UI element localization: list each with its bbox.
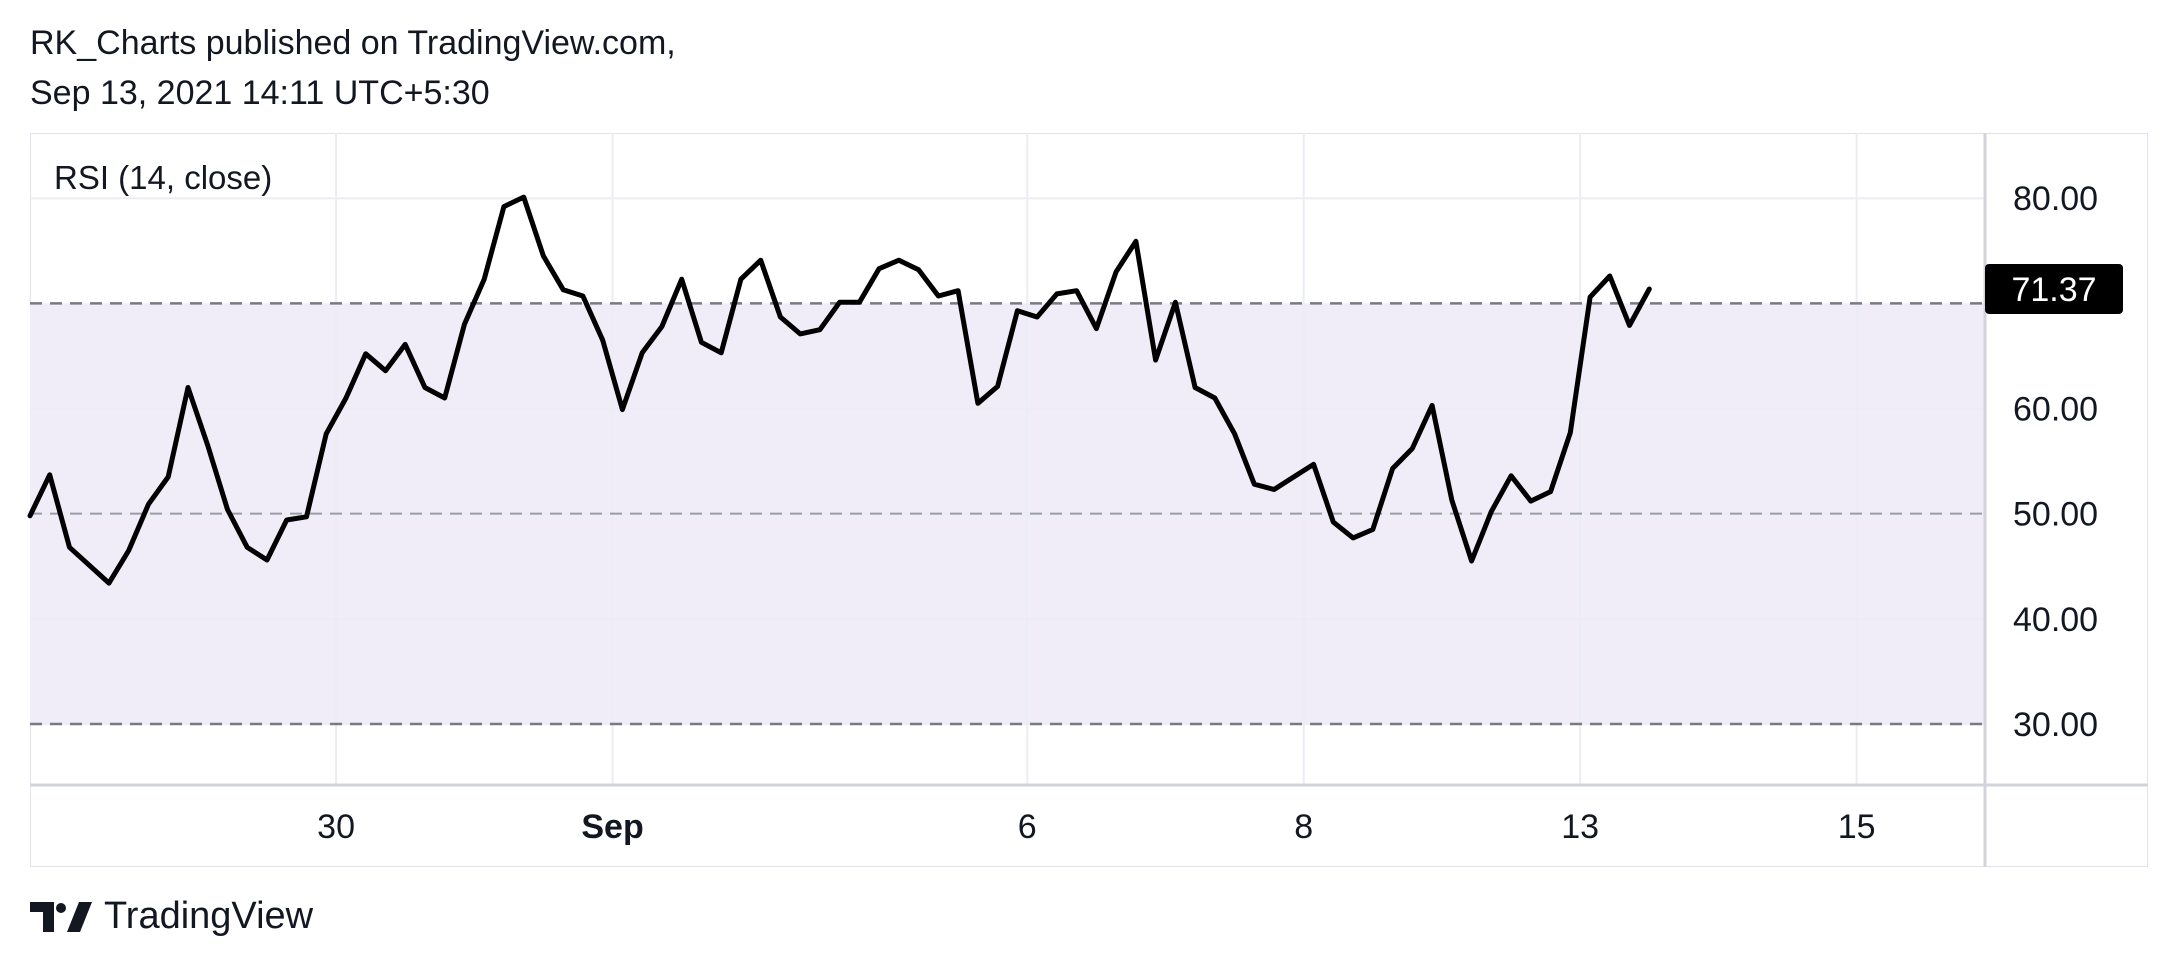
price-axis-label: 80.00 (2013, 180, 2098, 218)
last-value-label-text: 71.37 (2011, 271, 2096, 309)
price-axis-labels: 80.00 60.00 50.00 40.00 30.00 (2013, 180, 2098, 744)
footer-brand: TradingView (30, 895, 313, 938)
last-value-label: 71.37 (1985, 263, 2123, 314)
price-axis-label: 60.00 (2013, 391, 2098, 429)
price-axis-label: 50.00 (2013, 496, 2098, 534)
time-axis-label: 6 (1018, 808, 1037, 846)
last-value-label-background (1985, 263, 2123, 314)
indicator-legend-title: RSI (14, close) (54, 159, 272, 196)
price-axis-label: 40.00 (2013, 601, 2098, 639)
chart-header: RK_Charts published on TradingView.com, … (30, 18, 676, 118)
brand-name: TradingView (104, 895, 314, 937)
time-axis-label: Sep (581, 808, 643, 846)
publisher-line: RK_Charts published on TradingView.com, (30, 24, 676, 62)
rsi-series-line (27, 194, 1652, 586)
time-axis-labels: 30 Sep 6 8 13 15 (317, 808, 1875, 846)
price-axis-label: 30.00 (2013, 706, 2098, 744)
time-axis-label: 15 (1838, 808, 1876, 846)
time-axis-label: 8 (1294, 808, 1313, 846)
tradingview-logo-icon (30, 901, 92, 932)
publish-date: Sep 13, 2021 14:11 UTC+5:30 (30, 74, 490, 112)
time-axis-label: 13 (1561, 808, 1599, 846)
time-axis-label: 30 (317, 808, 355, 846)
rsi-level-lines (30, 302, 1985, 726)
